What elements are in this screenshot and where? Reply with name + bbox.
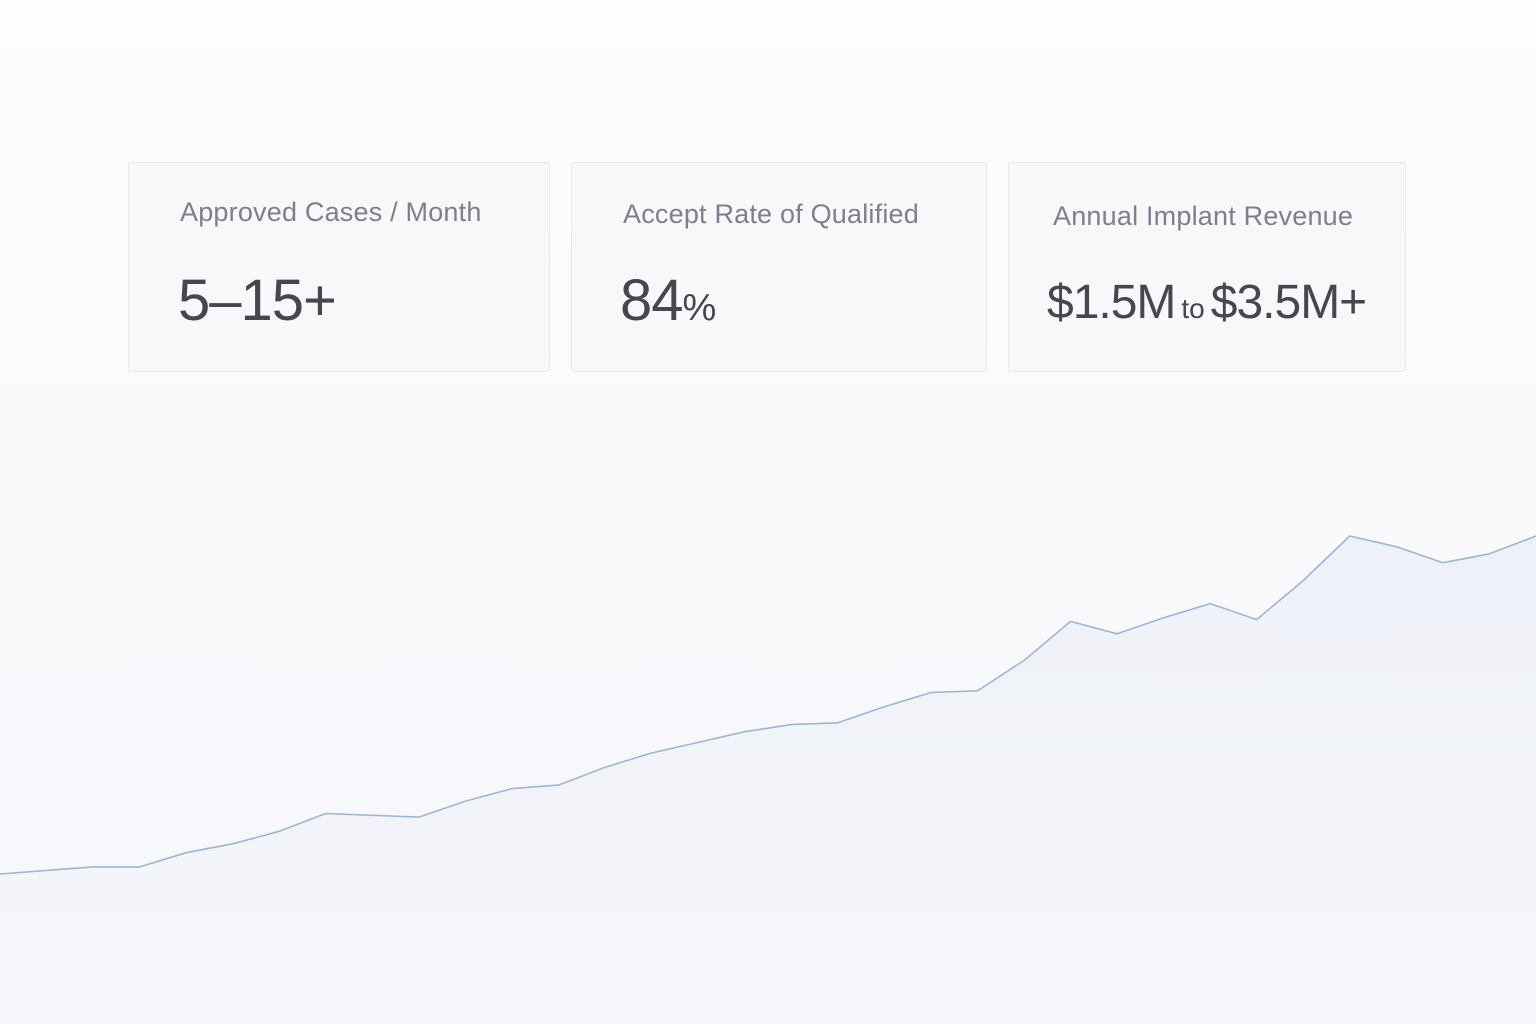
stat-label: Accept Rate of Qualified [623,199,919,229]
stat-card-approved-cases: Approved Cases / Month 5–15+ [128,162,550,372]
stat-value: 5–15+ [178,268,337,333]
stat-value-connector: to [1181,293,1205,324]
stat-value: 84% [620,267,716,334]
trend-area [0,536,1536,1024]
stat-value-high: $3.5M+ [1210,276,1367,329]
stat-label: Approved Cases / Month [180,197,482,227]
stat-card-annual-revenue: Annual Implant Revenue $1.5M to $3.5M+ [1008,162,1406,372]
stat-value-low: $1.5M [1047,276,1176,329]
stat-value-unit: % [682,287,717,329]
stat-label: Annual Implant Revenue [1053,201,1354,231]
stat-value-number: 84 [620,268,684,333]
stat-card-accept-rate: Accept Rate of Qualified 84% [571,162,987,372]
trend-line [0,535,1536,875]
stat-value: $1.5M to $3.5M+ [1047,275,1367,330]
